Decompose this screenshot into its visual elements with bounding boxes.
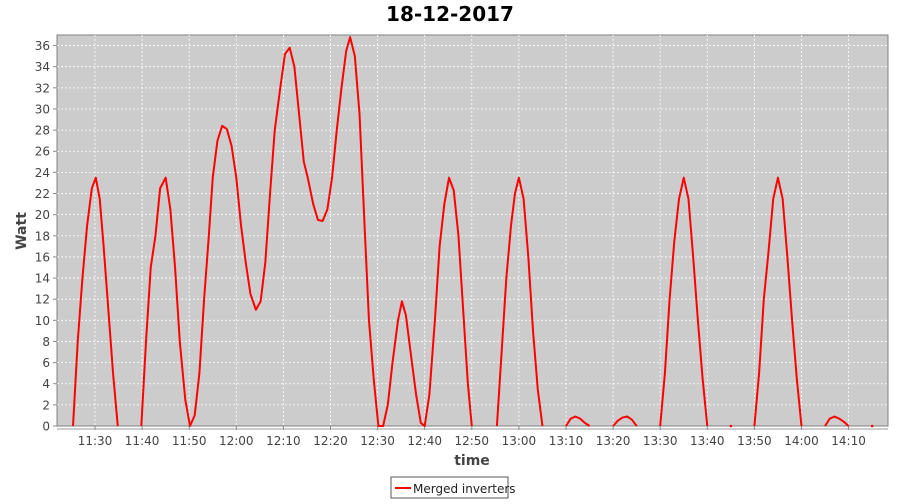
y-tick-label: 26 — [35, 145, 50, 159]
y-tick-label: 32 — [35, 81, 50, 95]
y-tick-label: 24 — [35, 166, 50, 180]
x-tick-label: 12:20 — [313, 434, 348, 448]
y-tick-label: 22 — [35, 187, 50, 201]
y-tick-label: 20 — [35, 208, 50, 222]
x-tick-label: 12:40 — [407, 434, 442, 448]
y-tick-label: 14 — [35, 272, 50, 286]
y-tick-label: 36 — [35, 39, 50, 53]
x-tick-label: 11:30 — [78, 434, 113, 448]
y-tick-label: 2 — [42, 398, 50, 412]
y-tick-label: 30 — [35, 102, 50, 116]
y-tick-label: 16 — [35, 250, 50, 264]
y-tick-label: 10 — [35, 314, 50, 328]
y-axis-label: Watt — [14, 212, 30, 250]
x-tick-label: 12:10 — [266, 434, 301, 448]
chart-title: 18-12-2017 — [386, 2, 514, 26]
x-tick-label: 13:20 — [596, 434, 631, 448]
plot-area — [56, 34, 889, 427]
series-line-segment — [140, 36, 473, 427]
x-tick-label: 13:40 — [690, 434, 725, 448]
series-line-segment — [659, 176, 709, 427]
series-line-segment — [612, 415, 638, 427]
x-tick-label: 12:00 — [219, 434, 254, 448]
data-point — [729, 424, 733, 428]
y-tick-label: 28 — [35, 124, 50, 138]
series-line-segment — [753, 176, 803, 427]
y-tick-label: 34 — [35, 60, 50, 74]
legend-label: Merged inverters — [413, 482, 516, 496]
x-tick-label: 11:40 — [125, 434, 160, 448]
grid-lines — [57, 35, 888, 426]
x-tick-label: 13:30 — [643, 434, 678, 448]
x-axis-label: time — [454, 453, 490, 469]
legend-box — [390, 476, 509, 499]
y-tick-label: 0 — [42, 420, 50, 434]
x-tick-label: 14:10 — [831, 434, 866, 448]
data-point — [870, 424, 874, 428]
y-tick-label: 8 — [42, 335, 50, 349]
series-line-segment — [565, 415, 591, 427]
y-tick-label: 4 — [42, 377, 50, 391]
series-line-segment — [72, 176, 119, 427]
x-tick-label: 13:50 — [737, 434, 772, 448]
series-layer — [72, 36, 874, 428]
y-tick-label: 6 — [42, 356, 50, 370]
x-tick-label: 12:30 — [360, 434, 395, 448]
y-tick-label: 12 — [35, 293, 50, 307]
x-tick-label: 13:10 — [549, 434, 584, 448]
y-tick-label: 18 — [35, 229, 50, 243]
series-line-segment — [495, 176, 544, 427]
x-tick-label: 14:00 — [784, 434, 819, 448]
x-axis: 11:30 11:40 11:50 12:00 12:10 12:20 12:30 12:40… — [57, 426, 888, 448]
x-tick-label: 12:50 — [454, 434, 489, 448]
series-line-segment — [824, 415, 850, 427]
legend: Merged inverters — [390, 476, 516, 499]
x-tick-label: 11:50 — [172, 434, 207, 448]
x-tick-label: 13:00 — [502, 434, 537, 448]
